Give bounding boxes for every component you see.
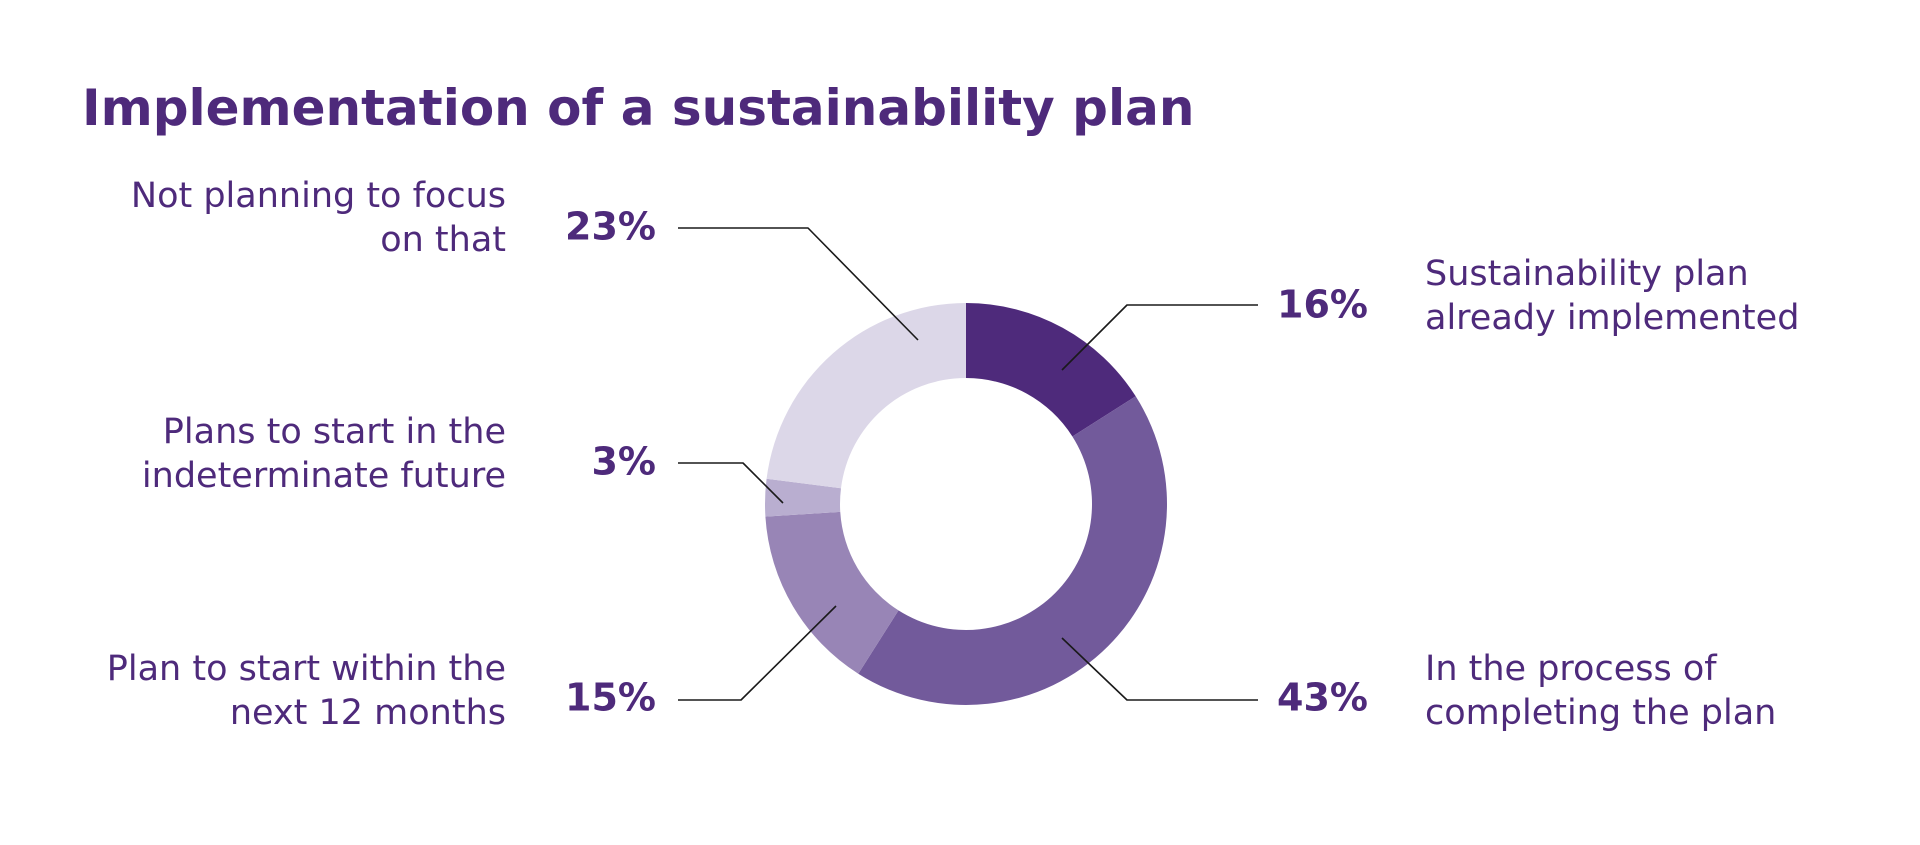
category-label-line: already implemented	[1425, 298, 1799, 338]
category-label-line: next 12 months	[230, 693, 506, 733]
category-label-line: completing the plan	[1425, 693, 1776, 733]
category-labels: Sustainability plan already implemented In…	[107, 176, 1800, 733]
category-label-3: Plans to start in the indeterminate futur…	[142, 412, 506, 496]
value-label-2: 15%	[565, 676, 656, 720]
leader-line-3	[678, 462, 784, 504]
leader-line-0	[1061, 304, 1258, 371]
category-label-line: In the process of	[1425, 649, 1717, 689]
leader-lines	[678, 227, 1258, 701]
donut-slice-3	[765, 478, 841, 517]
donut-slice-0	[966, 303, 1136, 437]
category-label-line: indeterminate future	[142, 456, 506, 496]
category-label-line: Not planning to focus	[131, 176, 506, 216]
value-label-1: 43%	[1277, 676, 1368, 720]
value-label-3: 3%	[591, 440, 656, 484]
donut-slice-1	[858, 396, 1167, 705]
leader-line-1	[1061, 637, 1258, 701]
leader-line-4	[678, 227, 919, 341]
category-label-line: Sustainability plan	[1425, 254, 1749, 294]
category-label-2: Plan to start within the next 12 months	[107, 649, 506, 733]
chart-title: Implementation of a sustainability plan	[82, 79, 1194, 137]
category-label-4: Not planning to focus on that	[131, 176, 506, 260]
donut-slice-4	[766, 303, 966, 489]
category-label-line: Plan to start within the	[107, 649, 506, 689]
category-label-0: Sustainability plan already implemented	[1425, 254, 1799, 338]
donut-slices	[765, 303, 1167, 705]
category-label-line: Plans to start in the	[163, 412, 506, 452]
leader-line-2	[678, 605, 837, 701]
value-labels: 16% 43% 15% 3% 23%	[565, 205, 1368, 720]
value-label-0: 16%	[1277, 283, 1368, 327]
donut-slice-2	[765, 511, 899, 674]
category-label-line: on that	[380, 220, 506, 260]
category-label-1: In the process of completing the plan	[1425, 649, 1776, 733]
value-label-4: 23%	[565, 205, 656, 249]
